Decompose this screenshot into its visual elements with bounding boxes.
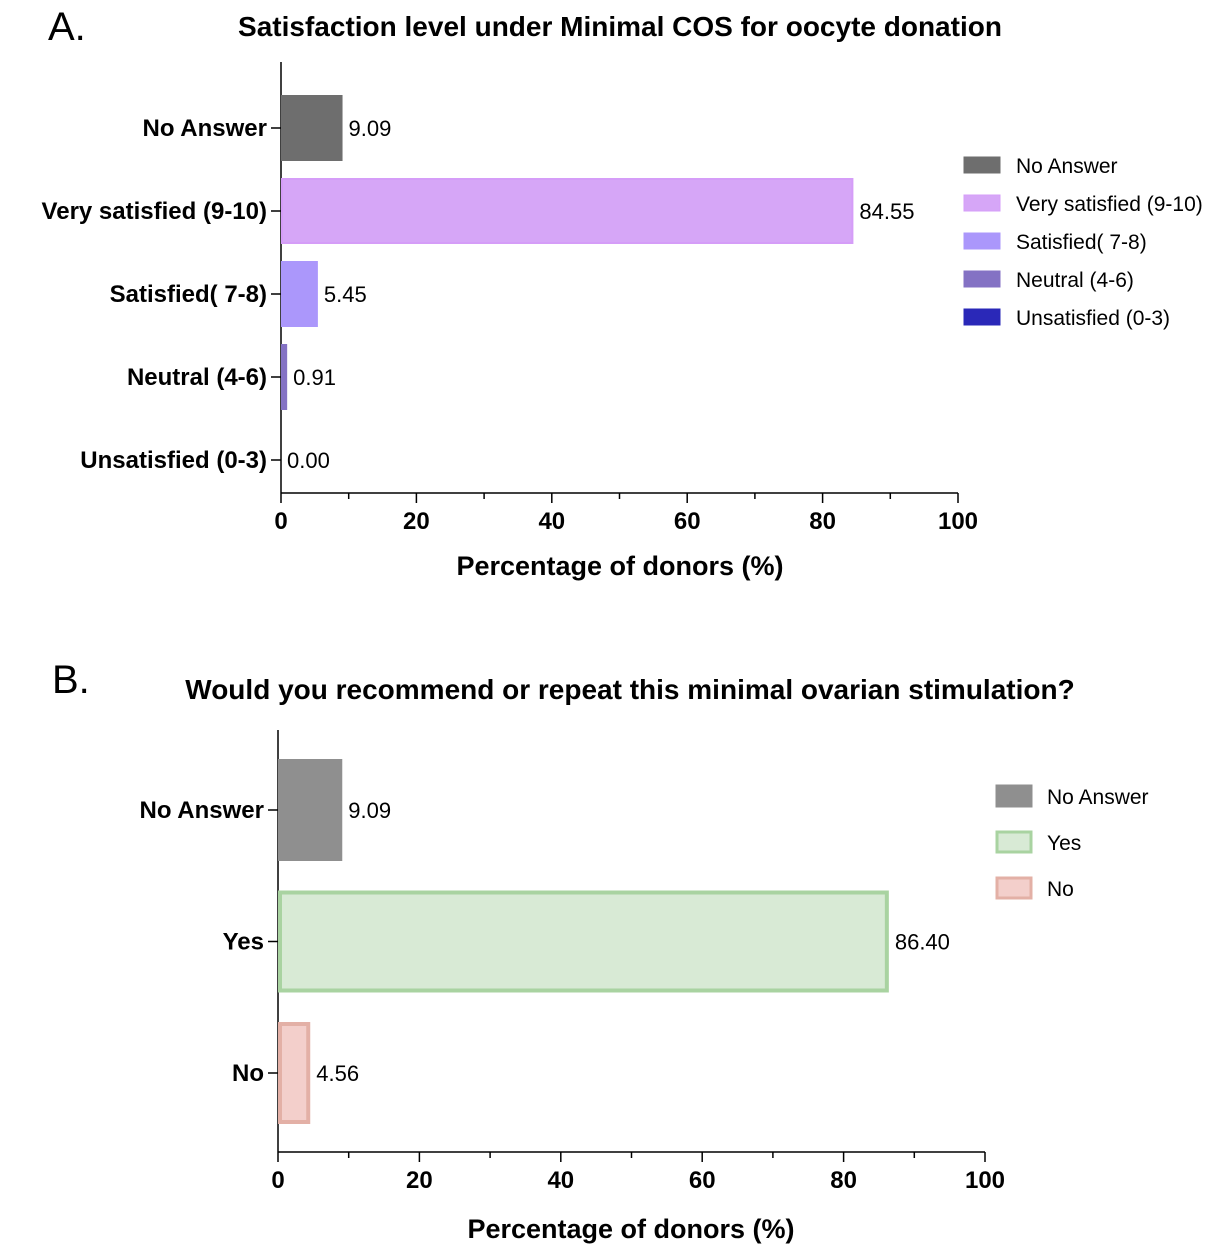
chart-a-x-axis-title: Percentage of donors (%) xyxy=(456,551,783,581)
chart-a: A. Satisfaction level under Minimal COS … xyxy=(42,5,1203,581)
chart-b-category-label: No xyxy=(232,1060,264,1087)
chart-a-category-label: Neutral (4-6) xyxy=(127,364,267,391)
chart-b-x-axis-title: Percentage of donors (%) xyxy=(467,1214,794,1244)
chart-b-x-tick-label: 20 xyxy=(406,1167,433,1194)
chart-a-value-label: 0.91 xyxy=(293,365,336,390)
chart-a-category-label: Very satisfied (9-10) xyxy=(42,198,267,225)
chart-a-category-label: No Answer xyxy=(143,115,267,142)
chart-b-category-label: No Answer xyxy=(140,797,264,824)
chart-a-x-tick-label: 80 xyxy=(809,508,836,535)
chart-b-bar-no-answer xyxy=(278,759,343,861)
chart-a-legend-swatch xyxy=(963,232,1001,250)
panel-a-letter: A. xyxy=(48,5,86,49)
chart-a-x-tick-label: 40 xyxy=(538,508,565,535)
chart-a-value-label: 84.55 xyxy=(859,199,914,224)
chart-a-legend-label: Unsatisfied (0-3) xyxy=(1016,307,1170,330)
chart-a-x-tick-label: 20 xyxy=(403,508,430,535)
chart-b-title: Would you recommend or repeat this minim… xyxy=(185,674,1074,705)
panel-b-letter: B. xyxy=(52,658,90,702)
chart-a-x-tick-label: 0 xyxy=(274,508,287,535)
chart-b-x-tick-label: 0 xyxy=(271,1167,284,1194)
chart-b-x-tick-label: 60 xyxy=(689,1167,716,1194)
chart-a-category-label: Satisfied( 7-8) xyxy=(110,281,267,308)
chart-a-legend-label: No Answer xyxy=(1016,155,1118,178)
chart-b-value-label: 86.40 xyxy=(895,930,950,955)
chart-a-title: Satisfaction level under Minimal COS for… xyxy=(238,11,1002,42)
chart-b-legend-swatch xyxy=(995,830,1033,854)
chart-b: B. Would you recommend or repeat this mi… xyxy=(52,658,1149,1244)
chart-a-legend-label: Very satisfied (9-10) xyxy=(1016,193,1203,216)
chart-b-x-tick-label: 40 xyxy=(547,1167,574,1194)
chart-b-bar-no xyxy=(278,1022,311,1124)
chart-a-legend-label: Neutral (4-6) xyxy=(1016,269,1134,292)
chart-a-x-tick-label: 60 xyxy=(674,508,701,535)
chart-a-value-label: 5.45 xyxy=(324,282,367,307)
chart-a-legend-swatch xyxy=(963,308,1001,326)
chart-b-legend-swatch xyxy=(995,876,1033,900)
chart-a-legend-swatch xyxy=(963,194,1001,212)
chart-a-legend-swatch xyxy=(963,156,1001,174)
chart-b-value-label: 9.09 xyxy=(348,798,391,823)
chart-b-legend-label: No xyxy=(1047,878,1074,901)
chart-b-legend-swatch xyxy=(995,784,1033,808)
chart-a-marks: 0 20 40 60 80 100 No Answer 9.09 Very satisfied … xyxy=(42,62,1203,535)
chart-b-category-label: Yes xyxy=(223,929,264,956)
chart-b-value-label: 4.56 xyxy=(316,1061,359,1086)
chart-b-legend-label: No Answer xyxy=(1047,786,1149,809)
chart-a-bar-no-answer xyxy=(281,95,343,161)
chart-b-marks: 0 20 40 60 80 100 No Answer 9.09 Yes 86.40 No 4.56 N… xyxy=(140,730,1149,1194)
chart-b-bar-yes xyxy=(278,890,889,993)
chart-b-x-tick-label: 80 xyxy=(830,1167,857,1194)
chart-a-value-label: 0.00 xyxy=(287,448,330,473)
chart-a-value-label: 9.09 xyxy=(349,116,392,141)
chart-a-legend-swatch xyxy=(963,270,1001,288)
chart-a-x-tick-label: 100 xyxy=(938,508,978,535)
chart-b-x-tick-label: 100 xyxy=(965,1167,1005,1194)
chart-a-bar-satisfied-7-8 xyxy=(281,261,318,327)
chart-a-bar-very-satisfied-9-10 xyxy=(281,178,854,244)
chart-b-legend-label: Yes xyxy=(1047,832,1081,855)
chart-a-legend-label: Satisfied( 7-8) xyxy=(1016,231,1147,254)
chart-a-bar-neutral-4-6 xyxy=(281,344,288,410)
chart-a-category-label: Unsatisfied (0-3) xyxy=(80,447,267,474)
